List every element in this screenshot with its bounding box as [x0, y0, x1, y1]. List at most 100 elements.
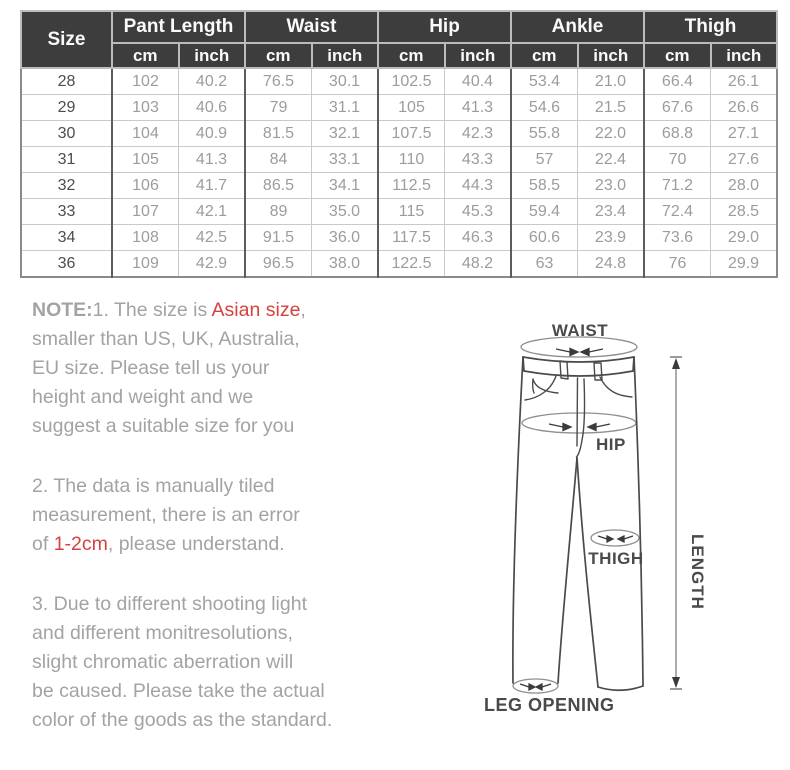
value-cell: 27.1 [710, 120, 778, 147]
value-cell: 42.9 [178, 250, 246, 278]
size-cell: 28 [20, 67, 113, 95]
unit-header-inch: inch [177, 42, 246, 69]
length-label: LENGTH [688, 534, 707, 610]
value-cell: 96.5 [244, 250, 312, 278]
unit-header-inch: inch [576, 42, 645, 69]
value-cell: 34.1 [311, 172, 379, 199]
value-cell: 79 [244, 94, 312, 121]
table-header: Size Pant Length Waist Hip Ankle Thigh c… [20, 10, 778, 69]
value-cell: 26.1 [710, 67, 778, 95]
value-cell: 24.8 [577, 250, 645, 278]
value-cell: 73.6 [643, 224, 711, 251]
notes-block: NOTE:1. The size is Asian size, smaller … [32, 296, 412, 766]
column-header-ankle: Ankle [510, 10, 645, 44]
leg-opening-label: LEG OPENING [484, 695, 615, 715]
value-cell: 104 [111, 120, 179, 147]
value-cell: 122.5 [377, 250, 445, 278]
value-cell: 117.5 [377, 224, 445, 251]
table-row: 32 106 41.7 86.5 34.1 112.5 44.3 58.5 23.0 71.2 28… [20, 172, 778, 199]
value-cell: 107 [111, 198, 179, 225]
value-cell: 29.9 [710, 250, 778, 278]
value-cell: 54.6 [510, 94, 578, 121]
value-cell: 107.5 [377, 120, 445, 147]
value-cell: 40.9 [178, 120, 246, 147]
waist-measure-ellipse [520, 336, 638, 358]
column-header-waist: Waist [244, 10, 379, 44]
table-row: 34 108 42.5 91.5 36.0 117.5 46.3 60.6 23.9 73.6 29… [20, 224, 778, 251]
value-cell: 27.6 [710, 146, 778, 173]
note-paragraph-2: 2. The data is manually tiled measuremen… [32, 475, 300, 555]
value-cell: 58.5 [510, 172, 578, 199]
value-cell: 108 [111, 224, 179, 251]
value-cell: 81.5 [244, 120, 312, 147]
value-cell: 70 [643, 146, 711, 173]
value-cell: 22.0 [577, 120, 645, 147]
unit-header-inch: inch [443, 42, 512, 69]
value-cell: 106 [111, 172, 179, 199]
value-cell: 22.4 [577, 146, 645, 173]
value-cell: 46.3 [444, 224, 512, 251]
value-cell: 33.1 [311, 146, 379, 173]
value-cell: 23.0 [577, 172, 645, 199]
pants-measurement-diagram: WAIST HIP THIGH LEG OPENING LENGTH [484, 321, 707, 715]
hip-measure-ellipse [521, 412, 637, 434]
value-cell: 57 [510, 146, 578, 173]
hip-label: HIP [596, 435, 626, 454]
asian-size-highlight: Asian size [211, 299, 301, 321]
value-cell: 26.6 [710, 94, 778, 121]
value-cell: 41.3 [178, 146, 246, 173]
value-cell: 76 [643, 250, 711, 278]
value-cell: 89 [244, 198, 312, 225]
error-range-highlight: 1-2cm [53, 533, 108, 555]
size-cell: 29 [20, 94, 113, 121]
thigh-measure-ellipse [590, 529, 640, 547]
thigh-label: THIGH [588, 549, 643, 568]
value-cell: 41.7 [178, 172, 246, 199]
unit-header-cm: cm [510, 42, 579, 69]
table-row: 29 103 40.6 79 31.1 105 41.3 54.6 21.5 67.6 26.6 [20, 94, 778, 121]
value-cell: 66.4 [643, 67, 711, 95]
value-cell: 30.1 [311, 67, 379, 95]
value-cell: 42.3 [444, 120, 512, 147]
unit-header-cm: cm [244, 42, 313, 69]
length-measure-line [670, 356, 682, 690]
value-cell: 86.5 [244, 172, 312, 199]
table-row: 31 105 41.3 84 33.1 110 43.3 57 22.4 70 27.6 [20, 146, 778, 173]
value-cell: 40.6 [178, 94, 246, 121]
value-cell: 23.9 [577, 224, 645, 251]
value-cell: 72.4 [643, 198, 711, 225]
size-cell: 30 [20, 120, 113, 147]
value-cell: 45.3 [444, 198, 512, 225]
value-cell: 48.2 [444, 250, 512, 278]
value-cell: 63 [510, 250, 578, 278]
value-cell: 112.5 [377, 172, 445, 199]
value-cell: 59.4 [510, 198, 578, 225]
value-cell: 68.8 [643, 120, 711, 147]
unit-header-cm: cm [111, 42, 180, 69]
value-cell: 60.6 [510, 224, 578, 251]
value-cell: 21.0 [577, 67, 645, 95]
waist-label: WAIST [552, 321, 608, 340]
value-cell: 110 [377, 146, 445, 173]
value-cell: 84 [244, 146, 312, 173]
value-cell: 115 [377, 198, 445, 225]
note-paragraph-3: 3. Due to different shooting light and d… [32, 593, 333, 731]
value-cell: 109 [111, 250, 179, 278]
value-cell: 102 [111, 67, 179, 95]
value-cell: 53.4 [510, 67, 578, 95]
value-cell: 91.5 [244, 224, 312, 251]
size-cell: 31 [20, 146, 113, 173]
leg-opening-measure-ellipse [512, 678, 559, 694]
value-cell: 102.5 [377, 67, 445, 95]
value-cell: 23.4 [577, 198, 645, 225]
value-cell: 35.0 [311, 198, 379, 225]
value-cell: 38.0 [311, 250, 379, 278]
value-cell: 44.3 [444, 172, 512, 199]
value-cell: 103 [111, 94, 179, 121]
value-cell: 76.5 [244, 67, 312, 95]
value-cell: 55.8 [510, 120, 578, 147]
value-cell: 40.4 [444, 67, 512, 95]
value-cell: 42.1 [178, 198, 246, 225]
unit-header-inch: inch [709, 42, 778, 69]
value-cell: 40.2 [178, 67, 246, 95]
